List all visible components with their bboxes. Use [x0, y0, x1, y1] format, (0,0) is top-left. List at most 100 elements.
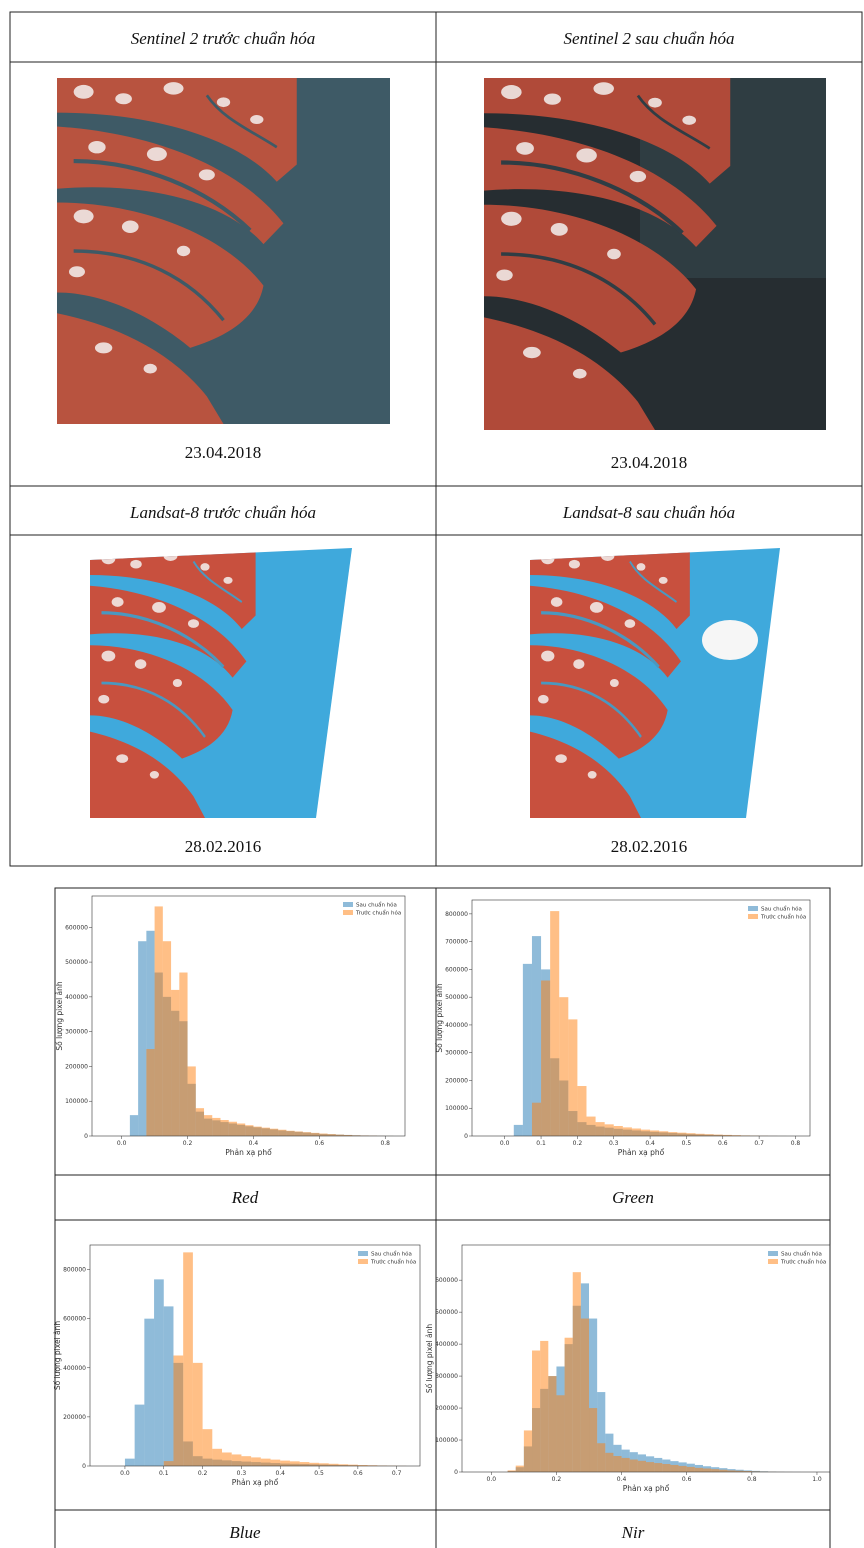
- satellite-image: [90, 548, 352, 818]
- histogram-bar: [662, 1464, 670, 1472]
- histogram-bar: [650, 1130, 659, 1136]
- histogram-bar: [212, 1118, 220, 1136]
- histogram-bar: [212, 1449, 222, 1466]
- histogram-bar: [568, 1019, 577, 1136]
- y-tick-label: 400000: [63, 1365, 86, 1372]
- histogram-bar: [311, 1133, 319, 1136]
- date: 28.02.2016: [185, 837, 262, 856]
- y-axis-label: Số lượng pixel ảnh: [53, 1321, 62, 1391]
- histogram-bar: [155, 906, 163, 1136]
- x-axis-label: Phản xạ phổ: [618, 1148, 665, 1157]
- histogram-bar: [329, 1464, 339, 1466]
- histogram-bar: [251, 1457, 261, 1466]
- y-tick-label: 400000: [65, 994, 88, 1001]
- axes-frame: [472, 900, 810, 1136]
- histogram-bar: [668, 1132, 677, 1136]
- histogram-bar: [586, 1117, 595, 1136]
- histogram-bar: [261, 1459, 271, 1466]
- histogram-bar: [179, 973, 187, 1136]
- y-tick-label: 100000: [65, 1098, 88, 1105]
- histogram-bar: [654, 1463, 662, 1472]
- histogram-bar: [237, 1123, 245, 1136]
- histogram-bar: [589, 1408, 597, 1472]
- legend-label: Sau chuẩn hóa: [761, 906, 802, 913]
- image-table: Sentinel 2 trước chuẩn hóa Sentinel 2 sa…: [10, 12, 862, 866]
- x-tick-label: 1.0: [812, 1476, 822, 1483]
- chart: 0.00.10.20.30.40.50.60.70200000400000600…: [53, 1245, 420, 1487]
- legend-label: Sau chuẩn hóa: [371, 1251, 412, 1258]
- histogram-bar: [532, 1103, 541, 1136]
- legend-label: Trước chuẩn hóa: [355, 910, 401, 917]
- x-tick-label: 0.4: [275, 1470, 285, 1477]
- histogram-bar: [597, 1443, 605, 1472]
- legend-swatch: [343, 910, 353, 915]
- legend-swatch: [748, 914, 758, 919]
- cell-title: Sentinel 2 trước chuẩn hóa: [131, 29, 316, 48]
- caption: Red: [231, 1188, 259, 1207]
- y-tick-label: 600000: [445, 966, 468, 973]
- histogram-bar: [280, 1461, 290, 1466]
- y-tick-label: 600000: [63, 1316, 86, 1323]
- y-axis-label: Số lượng pixel ảnh: [425, 1324, 434, 1394]
- histogram-bar: [548, 1376, 556, 1472]
- histogram-bar: [632, 1129, 641, 1136]
- legend-label: Trước chuẩn hóa: [370, 1259, 416, 1266]
- histogram-bar: [253, 1127, 261, 1136]
- histogram-bar: [577, 1086, 586, 1136]
- x-tick-label: 0.6: [682, 1476, 692, 1483]
- satellite-image: [484, 78, 826, 430]
- histogram-bar: [677, 1133, 686, 1136]
- y-tick-label: 200000: [65, 1063, 88, 1070]
- x-tick-label: 0.8: [747, 1476, 757, 1483]
- histogram-bar: [696, 1134, 705, 1136]
- x-tick-label: 0.8: [791, 1140, 801, 1147]
- satellite-image: [530, 548, 780, 818]
- histogram-bar: [163, 941, 171, 1136]
- x-axis-label: Phản xạ phổ: [232, 1478, 279, 1487]
- cell-title: Sentinel 2 sau chuẩn hóa: [564, 29, 735, 48]
- histogram-bar: [173, 1356, 183, 1467]
- x-tick-label: 0.3: [609, 1140, 619, 1147]
- legend-label: Sau chuẩn hóa: [356, 902, 397, 909]
- y-tick-label: 200000: [63, 1414, 86, 1421]
- y-tick-label: 200000: [445, 1077, 468, 1084]
- histogram-bar: [222, 1452, 232, 1466]
- y-tick-label: 0: [82, 1463, 86, 1470]
- histogram-bar: [319, 1134, 327, 1136]
- caption: Blue: [229, 1523, 261, 1542]
- histogram-bar: [135, 1405, 145, 1466]
- histogram-bar: [559, 997, 568, 1136]
- histogram-bar: [556, 1395, 564, 1472]
- histogram-bar: [193, 1363, 203, 1466]
- histogram-bar: [573, 1272, 581, 1472]
- histogram-bar: [659, 1131, 668, 1136]
- x-tick-label: 0.1: [159, 1470, 169, 1477]
- histogram-bar: [541, 981, 550, 1136]
- legend-label: Trước chuẩn hóa: [780, 1259, 826, 1266]
- date: 23.04.2018: [611, 453, 688, 472]
- y-tick-label: 600000: [435, 1277, 458, 1284]
- axes-frame: [462, 1245, 830, 1472]
- histogram-bar: [670, 1465, 678, 1472]
- histogram-bar: [130, 1115, 138, 1136]
- x-tick-label: 0.0: [500, 1140, 510, 1147]
- legend-swatch: [358, 1259, 368, 1264]
- y-tick-label: 0: [464, 1133, 468, 1140]
- histogram-bar: [596, 1122, 605, 1136]
- histogram-bar: [286, 1131, 294, 1136]
- legend-swatch: [358, 1251, 368, 1256]
- y-tick-label: 600000: [65, 924, 88, 931]
- histogram-bar: [605, 1124, 614, 1136]
- y-tick-label: 100000: [435, 1437, 458, 1444]
- x-tick-label: 0.5: [314, 1470, 324, 1477]
- legend-swatch: [343, 902, 353, 907]
- legend-swatch: [768, 1251, 778, 1256]
- histogram-bar: [164, 1461, 174, 1466]
- page: { "image_table": {"rows": [ {"left": "Se…: [0, 0, 864, 1548]
- x-tick-label: 0.5: [682, 1140, 692, 1147]
- histogram-bar: [540, 1341, 548, 1472]
- legend-label: Trước chuẩn hóa: [760, 914, 806, 921]
- x-tick-label: 0.1: [536, 1140, 546, 1147]
- histogram-bar: [229, 1122, 237, 1136]
